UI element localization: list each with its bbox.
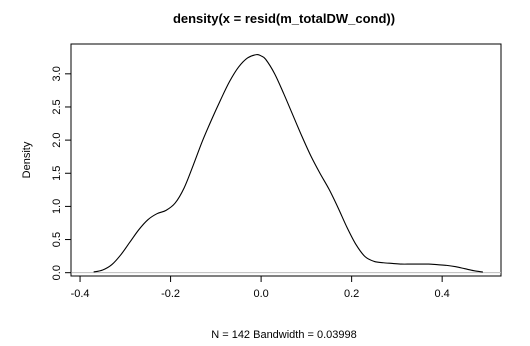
y-tick-label: 3.0 [51,66,63,81]
y-axis-label: Density [21,141,33,178]
y-tick-label: 0.5 [51,232,63,247]
y-axis: 0.0 0.5 1.0 1.5 2.0 2.5 3.0 [51,66,72,280]
x-axis-label: N = 142 Bandwidth = 0.03998 [211,329,357,341]
x-axis: -0.4 -0.2 0.0 0.2 0.4 [71,275,450,300]
x-tick-label: 0.4 [435,288,450,300]
y-tick-label: 2.5 [51,99,63,114]
y-tick-label: 2.0 [51,132,63,147]
x-tick-label: 0.2 [344,288,359,300]
density-curve [93,53,483,273]
x-tick-label: -0.2 [161,288,180,300]
y-tick-label: 1.5 [51,166,63,181]
plot-frame [70,43,502,277]
x-tick-label: 0.0 [253,288,268,300]
y-tick-label: 1.0 [51,199,63,214]
chart-title: density(x = resid(m_totalDW_cond)) [173,11,395,26]
x-tick-label: -0.4 [71,288,90,300]
y-tick-label: 0.0 [51,265,63,280]
